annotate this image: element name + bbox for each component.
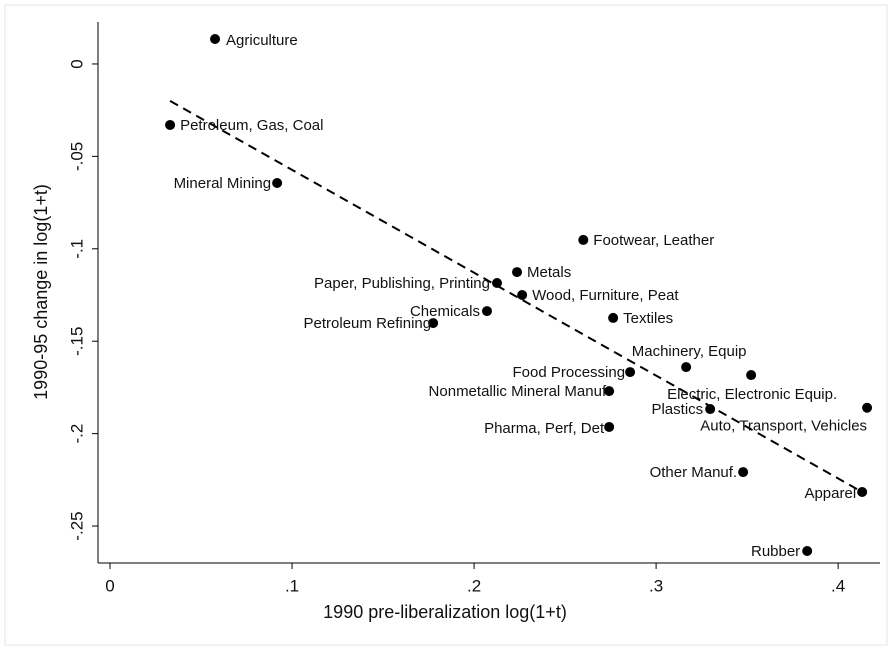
point-label: Metals <box>527 264 571 281</box>
x-tick-label: .3 <box>649 576 663 595</box>
point-label: Pharma, Perf, Det <box>484 420 605 437</box>
point <box>481 306 492 317</box>
point-label: Food Processing <box>513 364 626 381</box>
point-label: Paper, Publishing, Printing <box>314 275 490 292</box>
point <box>705 404 716 415</box>
point <box>738 467 749 478</box>
point-label: Wood, Furniture, Peat <box>532 287 679 304</box>
point <box>492 277 503 288</box>
point <box>512 267 523 278</box>
point <box>608 312 619 323</box>
point-label: Footwear, Leather <box>593 232 714 249</box>
point <box>517 289 528 300</box>
point <box>681 362 692 373</box>
point-label: Petroleum Refining <box>304 315 432 332</box>
point <box>578 234 589 245</box>
point-label: Textiles <box>623 310 673 327</box>
point <box>862 402 873 413</box>
x-tick-label: .1 <box>285 576 299 595</box>
point-label: Nonmetallic Mineral Manuf <box>429 383 607 400</box>
y-tick-label: -.25 <box>67 511 86 540</box>
point-label: Other Manuf. <box>650 464 738 481</box>
point <box>746 370 757 381</box>
x-tick-label: .4 <box>831 576 845 595</box>
point-label: Auto, Transport, Vehicles <box>700 418 867 435</box>
point <box>165 119 176 130</box>
point-label: Plastics <box>651 401 703 418</box>
frame <box>4 4 888 646</box>
y-tick-label: -.2 <box>67 424 86 444</box>
point <box>604 386 615 397</box>
x-tick-label: .2 <box>467 576 481 595</box>
point-label: Mineral Mining <box>174 175 272 192</box>
y-tick-label: 0 <box>67 59 86 68</box>
point <box>272 177 283 188</box>
point-label: Apparel <box>804 485 856 502</box>
point-label: Rubber <box>751 543 800 560</box>
point <box>210 34 221 45</box>
x-tick-label: 0 <box>105 576 114 595</box>
point-label: Petroleum, Gas, Coal <box>180 117 323 134</box>
point <box>857 487 868 498</box>
point <box>428 318 439 329</box>
y-axis-title: 1990-95 change in log(1+t) <box>31 184 51 400</box>
y-tick-label: -.05 <box>67 142 86 171</box>
point <box>625 367 636 378</box>
x-axis-title: 1990 pre-liberalization log(1+t) <box>323 602 567 622</box>
point <box>802 545 813 556</box>
y-tick-label: -.1 <box>67 239 86 259</box>
point-label: Machinery, Equip <box>632 343 747 360</box>
point-label: Agriculture <box>226 32 298 49</box>
point-label: Chemicals <box>410 303 480 320</box>
point-label: Electric, Electronic Equip. <box>667 386 837 403</box>
fit-line <box>169 100 863 493</box>
y-tick-label: -.15 <box>67 327 86 356</box>
point <box>604 421 615 432</box>
